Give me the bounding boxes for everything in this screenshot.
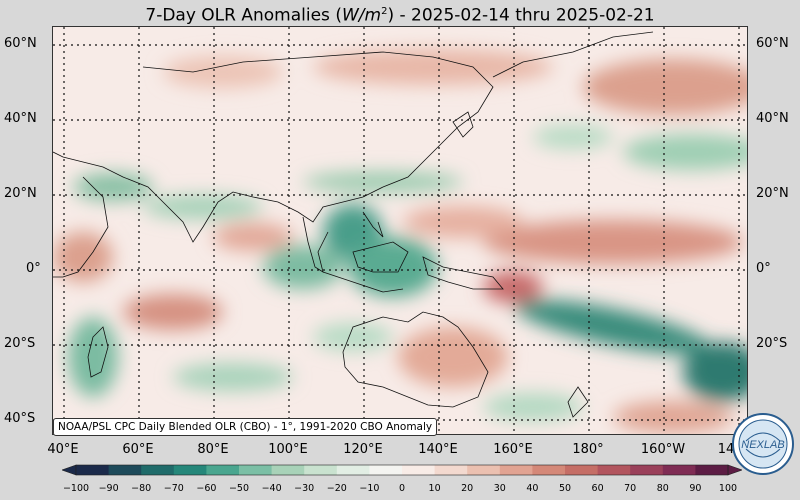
- colorbar-tick-label: 0: [398, 483, 406, 494]
- colorbar-segment: [76, 465, 110, 475]
- colorbar-tick-label: 30: [493, 483, 506, 494]
- lat-label-40n-right: 40°N: [756, 111, 789, 126]
- data-source-credit: NOAA/PSL CPC Daily Blended OLR (CBO) - 1…: [53, 418, 438, 436]
- map-title: 7-Day OLR Anomalies (W/m2) - 2025-02-14 …: [145, 5, 655, 26]
- nexlab-logo: NEXLAB: [732, 413, 794, 475]
- colorbar-tick-label: 70: [624, 483, 637, 494]
- lon-label-140w-clipped: 14: [717, 442, 735, 457]
- colorbar-segment: [173, 465, 207, 475]
- colorbar-segment: [695, 465, 729, 475]
- colorbar-min-arrow: [62, 464, 77, 476]
- olr-anomaly-map: [52, 26, 748, 435]
- colorbar-tick-label: −20: [326, 483, 347, 494]
- colorbar-tick-label: 80: [656, 483, 669, 494]
- colorbar-tick-label: −70: [163, 483, 184, 494]
- colorbar-tick-label: −100: [62, 483, 90, 494]
- colorbar-segment: [434, 465, 468, 475]
- colorbar-segment: [271, 465, 305, 475]
- colorbar: [62, 464, 742, 476]
- lon-label-180: 180°: [572, 442, 604, 457]
- lat-label-20s: 20°S: [4, 336, 36, 351]
- colorbar-tick-label: 40: [526, 483, 539, 494]
- colorbar-segment: [467, 465, 501, 475]
- colorbar-segment: [532, 465, 566, 475]
- colorbar-tick-label: 90: [689, 483, 702, 494]
- lat-label-eq: 0°: [26, 261, 41, 276]
- colorbar-tick-label: −80: [131, 483, 152, 494]
- colorbar-tick-label: 50: [558, 483, 572, 494]
- colorbar-border: [75, 464, 729, 476]
- lon-label-40e: 40°E: [47, 442, 79, 457]
- colorbar-segment: [565, 465, 599, 475]
- colorbar-segment: [402, 465, 436, 475]
- colorbar-segment: [108, 465, 142, 475]
- colorbar-segment: [630, 465, 664, 475]
- lon-label-80e: 80°E: [197, 442, 229, 457]
- colorbar-tick-label: 20: [461, 483, 474, 494]
- colorbar-segment: [597, 465, 631, 475]
- lat-label-eq-right: 0°: [756, 261, 771, 276]
- lat-label-20s-right: 20°S: [756, 336, 788, 351]
- colorbar-tick-label: 10: [428, 483, 441, 494]
- colorbar-segment: [336, 465, 370, 475]
- colorbar-tick-label: −10: [359, 483, 380, 494]
- lat-label-60n: 60°N: [4, 36, 37, 51]
- colorbar-tick-label: 60: [591, 483, 604, 494]
- lat-label-20n: 20°N: [4, 186, 37, 201]
- lat-label-40n: 40°N: [4, 111, 37, 126]
- lon-label-120e: 120°E: [343, 442, 383, 457]
- lon-label-160e: 160°E: [493, 442, 533, 457]
- lon-label-160w: 160°W: [640, 442, 686, 457]
- colorbar-tick-label: 100: [718, 483, 738, 494]
- colorbar-segment: [206, 465, 240, 475]
- colorbar-tick-label: −90: [98, 483, 119, 494]
- lat-label-20n-right: 20°N: [756, 186, 789, 201]
- colorbar-segment: [499, 465, 533, 475]
- colorbar-segment: [662, 465, 696, 475]
- colorbar-segment: [304, 465, 338, 475]
- colorbar-tick-label: −60: [196, 483, 217, 494]
- colorbar-segment: [141, 465, 175, 475]
- colorbar-tick-label: −50: [228, 483, 250, 494]
- colorbar-segment: [239, 465, 273, 475]
- logo-text: NEXLAB: [741, 439, 784, 451]
- colorbar-tick-label: −40: [261, 483, 282, 494]
- map-canvas: [53, 27, 747, 434]
- lon-label-60e: 60°E: [122, 442, 154, 457]
- anomaly-field: [53, 49, 747, 433]
- lat-label-60n-right: 60°N: [756, 36, 789, 51]
- colorbar-segment: [369, 465, 403, 475]
- lon-label-100e: 100°E: [268, 442, 308, 457]
- lat-label-40s: 40°S: [4, 411, 36, 426]
- colorbar-tick-label: −30: [294, 483, 315, 494]
- lon-label-140e: 140°E: [418, 442, 458, 457]
